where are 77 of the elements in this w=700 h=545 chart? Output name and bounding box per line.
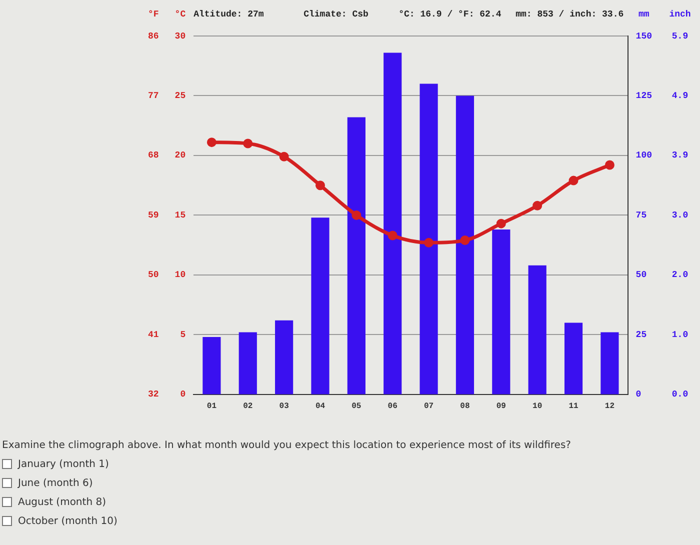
y-tick-label: 10 [174, 270, 186, 280]
y2-tick-label: 75 [636, 210, 647, 220]
text: August (month 8) [17, 497, 107, 509]
bar [528, 265, 546, 394]
point [604, 160, 614, 170]
x-tick-label: 02 [243, 402, 253, 412]
text: Altitude: 27m [194, 9, 264, 20]
y3-tick-label: 59 [148, 210, 159, 220]
point [279, 152, 289, 162]
text: 2.0 [672, 270, 688, 280]
bar [347, 117, 366, 394]
x-tick-label: 01 [206, 402, 217, 412]
point [568, 176, 578, 186]
text: 5.9 [672, 31, 688, 42]
point [352, 210, 362, 220]
y-tick-label: 5 [180, 330, 186, 340]
y2-tick-label: 50 [636, 270, 647, 280]
y2-tick-label: 0 [636, 390, 642, 400]
bar [275, 320, 294, 394]
point [460, 236, 470, 246]
x-tick-label: 04 [315, 402, 326, 412]
text: mm: 853 / inch: 33.6 [516, 9, 624, 20]
text: inch [669, 9, 691, 20]
bar [564, 322, 583, 394]
bar [456, 96, 474, 394]
point [206, 138, 216, 148]
point [532, 200, 542, 210]
text: 3.0 [672, 210, 688, 220]
bar [600, 332, 619, 394]
point [315, 180, 325, 190]
point [388, 230, 398, 240]
y-axis-title: °C [174, 9, 186, 20]
y3-axis-title: °F [148, 9, 159, 20]
point [243, 138, 253, 148]
text: Climate: Csb [304, 9, 368, 20]
bar [420, 84, 438, 394]
y3-tick-label: 77 [148, 91, 159, 101]
y2-tick-label: 100 [636, 150, 652, 161]
text: Examine the climograph above. In what month would you expect this location to experience most of its wildfires? [2, 440, 571, 452]
x-tick-label: 06 [388, 402, 398, 412]
x-tick-label: 08 [460, 402, 470, 412]
y-tick-label: 0 [180, 390, 186, 400]
bar [202, 337, 221, 394]
point [424, 238, 434, 248]
x-tick-label: 12 [604, 402, 615, 412]
y3-tick-label: 50 [148, 270, 159, 280]
x-tick-label: 09 [496, 402, 506, 412]
bar [492, 230, 510, 394]
y3-tick-label: 86 [148, 31, 159, 42]
y-tick-label: 20 [174, 150, 186, 161]
y-tick-label: 30 [174, 31, 186, 42]
text: June (month 6) [16, 478, 94, 490]
y2-axis-title: mm [638, 9, 650, 20]
text: 0.0 [672, 390, 688, 400]
y3-tick-label: 32 [148, 390, 159, 400]
x-tick-label: 07 [424, 402, 434, 412]
y-tick-label: 15 [174, 210, 186, 220]
x-tick-label: 03 [279, 402, 290, 412]
x-tick-label: 11 [568, 402, 579, 412]
point [496, 218, 506, 228]
bar [384, 52, 402, 394]
y3-tick-label: 68 [148, 150, 159, 161]
y3-tick-label: 41 [148, 330, 160, 340]
text: January (month 1) [16, 459, 110, 471]
bar [311, 218, 330, 394]
y2-tick-label: 125 [636, 91, 652, 101]
text: °C: 16.9 / °F: 62.4 [398, 9, 502, 20]
bar [238, 332, 257, 394]
y-tick-label: 25 [174, 91, 186, 101]
text: 4.9 [672, 91, 688, 101]
y2-tick-label: 25 [636, 330, 647, 340]
x-tick-label: 05 [352, 402, 362, 412]
text: October (month 10) [17, 516, 118, 528]
text: 1.0 [672, 330, 688, 340]
x-tick-label: 10 [532, 402, 542, 412]
y2-tick-label: 150 [636, 31, 652, 42]
text: 3.9 [672, 150, 688, 161]
